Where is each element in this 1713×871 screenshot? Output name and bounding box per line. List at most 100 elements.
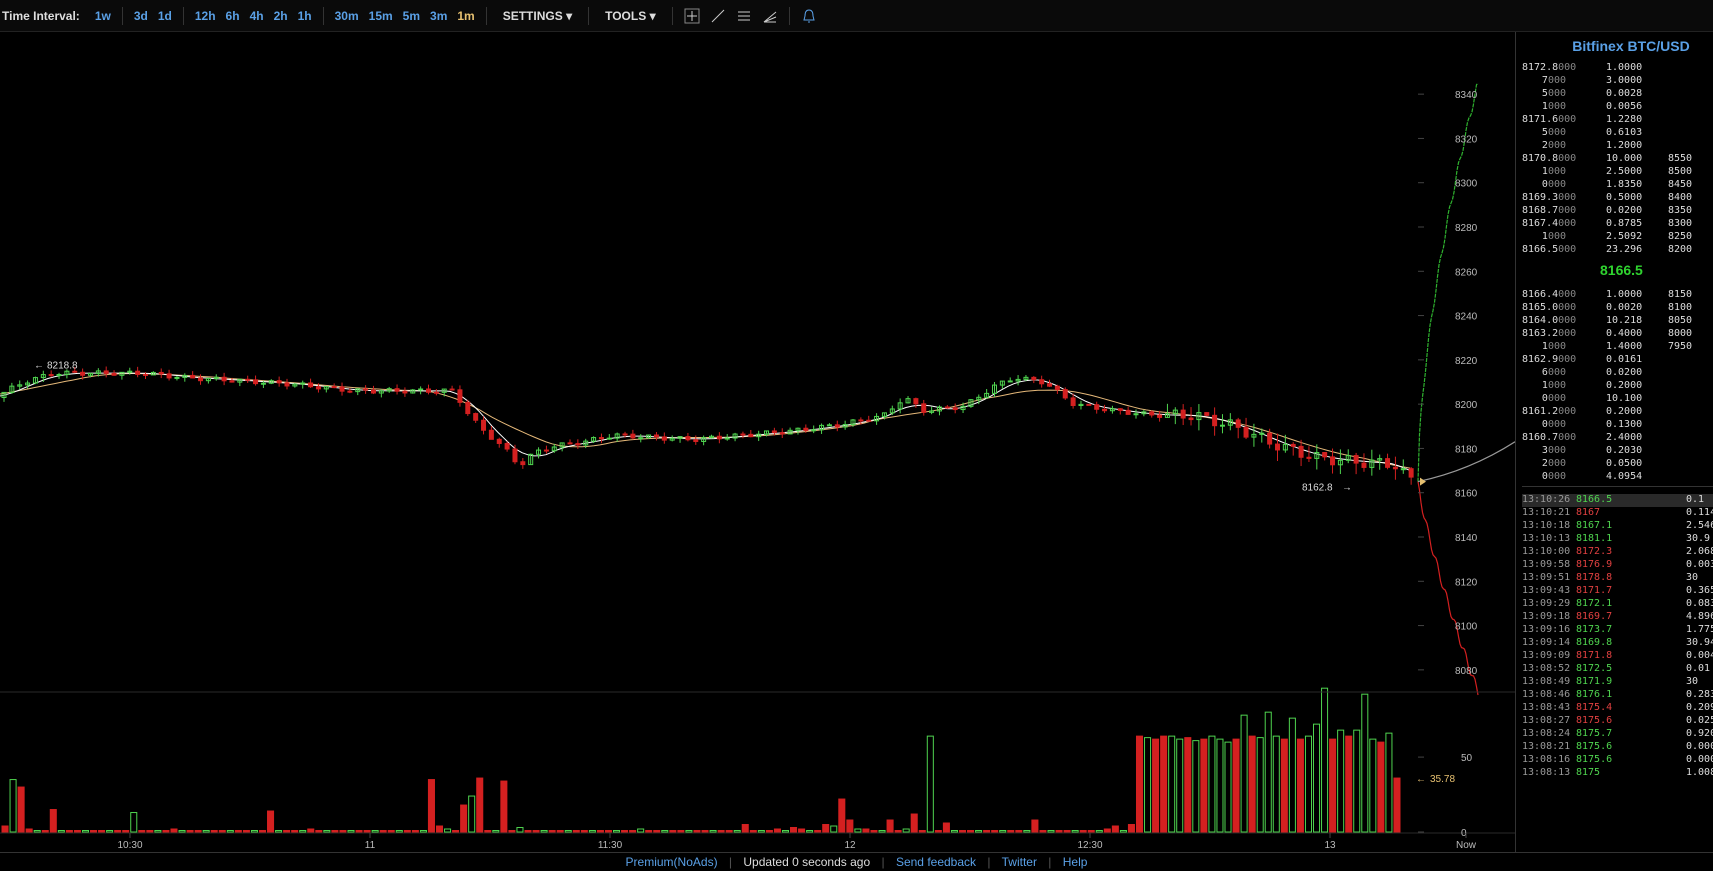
price-lead: 8170.8: [1522, 153, 1559, 164]
market-title[interactable]: Bitfinex BTC/USD: [1572, 38, 1690, 54]
interval-1m[interactable]: 1m: [457, 8, 475, 23]
order-price: 5000: [1522, 88, 1566, 99]
order-amount: 0.0056: [1606, 101, 1643, 112]
price-tick-label: 8200: [1455, 400, 1478, 411]
candle-body: [1031, 376, 1037, 381]
tools-menu[interactable]: TOOLS ▾: [605, 9, 656, 23]
candle-body: [1007, 380, 1013, 383]
chart-canvas[interactable]: 8340 8320 8300 8280 8260 8240 8220 8200 8180 8160…: [0, 32, 1515, 852]
volume-bar: [452, 830, 460, 833]
trade-time: 13:08:27: [1522, 715, 1571, 726]
volume-bar: [1063, 830, 1071, 833]
interval-3m[interactable]: 3m: [430, 8, 448, 23]
premium-link[interactable]: Premium(NoAds): [625, 855, 718, 869]
candle-body: [48, 374, 54, 377]
interval-30m[interactable]: 30m: [334, 8, 359, 23]
price-lead: 6: [1541, 367, 1548, 378]
settings-menu[interactable]: SETTINGS ▾: [503, 9, 572, 23]
volume-bar: [950, 830, 958, 833]
price-tick-label: 8080: [1455, 666, 1478, 677]
order-price: 2000: [1522, 140, 1566, 151]
crosshair-icon[interactable]: [682, 6, 702, 26]
order-price: 3000: [1522, 445, 1566, 456]
candle-body: [331, 386, 337, 389]
help-link[interactable]: Help: [1062, 855, 1088, 869]
candle-body: [1408, 468, 1414, 478]
price-tick-label: 8340: [1455, 90, 1478, 101]
candle-body: [1117, 408, 1123, 411]
volume-bar: [1055, 830, 1063, 833]
candle-body: [740, 433, 746, 436]
price-trail: 000: [1547, 367, 1566, 378]
volume-bar: [645, 830, 653, 833]
interval-15m[interactable]: 15m: [368, 8, 393, 23]
price-trail: 000: [1558, 289, 1577, 300]
candle-body: [1125, 409, 1131, 415]
trade-time: 13:08:52: [1522, 663, 1571, 674]
volume-bar: [1176, 738, 1184, 833]
volume-bar: [1087, 830, 1095, 833]
interval-1h[interactable]: 1h: [297, 8, 312, 23]
volume-bar: [532, 830, 540, 833]
horizontal-lines-icon[interactable]: [734, 6, 754, 26]
price-lead: 0: [1541, 471, 1548, 482]
volume-bar: [814, 830, 822, 833]
interval-6h[interactable]: 6h: [225, 8, 240, 23]
candle-body: [339, 386, 345, 392]
volume-bar: [347, 830, 355, 833]
trade-price: 8176.9: [1576, 559, 1613, 570]
alert-bell-icon[interactable]: [799, 6, 819, 26]
trade-price: 8173.7: [1576, 624, 1613, 635]
volume-bar: [1385, 732, 1393, 833]
order-amount: 3.0000: [1606, 75, 1643, 86]
interval-2h[interactable]: 2h: [273, 8, 288, 23]
interval-4h[interactable]: 4h: [249, 8, 264, 23]
send-feedback-link[interactable]: Send feedback: [895, 855, 977, 869]
interval-1d[interactable]: 1d: [157, 8, 172, 23]
order-amount: 0.0020: [1606, 302, 1643, 313]
candle-body: [1141, 411, 1147, 415]
trade-row: 13:08:24 8175.7 0.920: [1522, 728, 1713, 741]
price-lead: 8165.0: [1522, 302, 1559, 313]
interval-12h[interactable]: 12h: [194, 8, 216, 23]
depth-price: 8300: [1668, 218, 1693, 229]
candle-body: [496, 438, 502, 444]
candle-body: [213, 376, 219, 379]
candle-body: [968, 399, 974, 407]
volume-bar: [1079, 830, 1087, 833]
interval-5m[interactable]: 5m: [402, 8, 421, 23]
price-trail: 000: [1558, 114, 1577, 125]
price-trail: 000: [1547, 101, 1566, 112]
volume-bar: [234, 830, 242, 833]
trade-row: 13:08:43 8175.4 0.209: [1522, 702, 1713, 715]
price-chart[interactable]: 8340 8320 8300 8280 8260 8240 8220 8200 8180 8160…: [0, 32, 1515, 852]
volume-bar: [146, 830, 154, 833]
twitter-link[interactable]: Twitter: [1001, 855, 1037, 869]
price-trail: 000: [1547, 166, 1566, 177]
candle-body: [850, 419, 856, 426]
candle-body: [1219, 424, 1225, 427]
order-amount: 1.2280: [1606, 114, 1643, 125]
trade-price: 8171.9: [1576, 676, 1613, 687]
trade-time: 13:08:16: [1522, 754, 1571, 765]
candle-body: [426, 388, 431, 393]
trade-price: 8172.1: [1576, 598, 1613, 609]
interval-3d[interactable]: 3d: [133, 8, 148, 23]
order-amount: 10.100: [1606, 393, 1643, 404]
candle-body: [795, 427, 801, 431]
fan-icon[interactable]: [760, 6, 780, 26]
order-price: 6000: [1522, 367, 1566, 378]
candle-body: [1353, 455, 1359, 464]
trade-amount: 0.000: [1686, 741, 1713, 752]
trendline-icon[interactable]: [708, 6, 728, 26]
volume-bar: [1280, 738, 1288, 833]
volume-bar: [476, 777, 484, 833]
volume-bar: [999, 830, 1007, 833]
order-price: 7000: [1522, 75, 1566, 86]
volume-bar: [138, 830, 146, 833]
volume-bar: [218, 830, 226, 833]
volume-bar: [106, 830, 114, 833]
price-lead: 1: [1541, 101, 1548, 112]
trade-time: 13:09:09: [1522, 650, 1571, 661]
interval-1w[interactable]: 1w: [94, 8, 111, 23]
